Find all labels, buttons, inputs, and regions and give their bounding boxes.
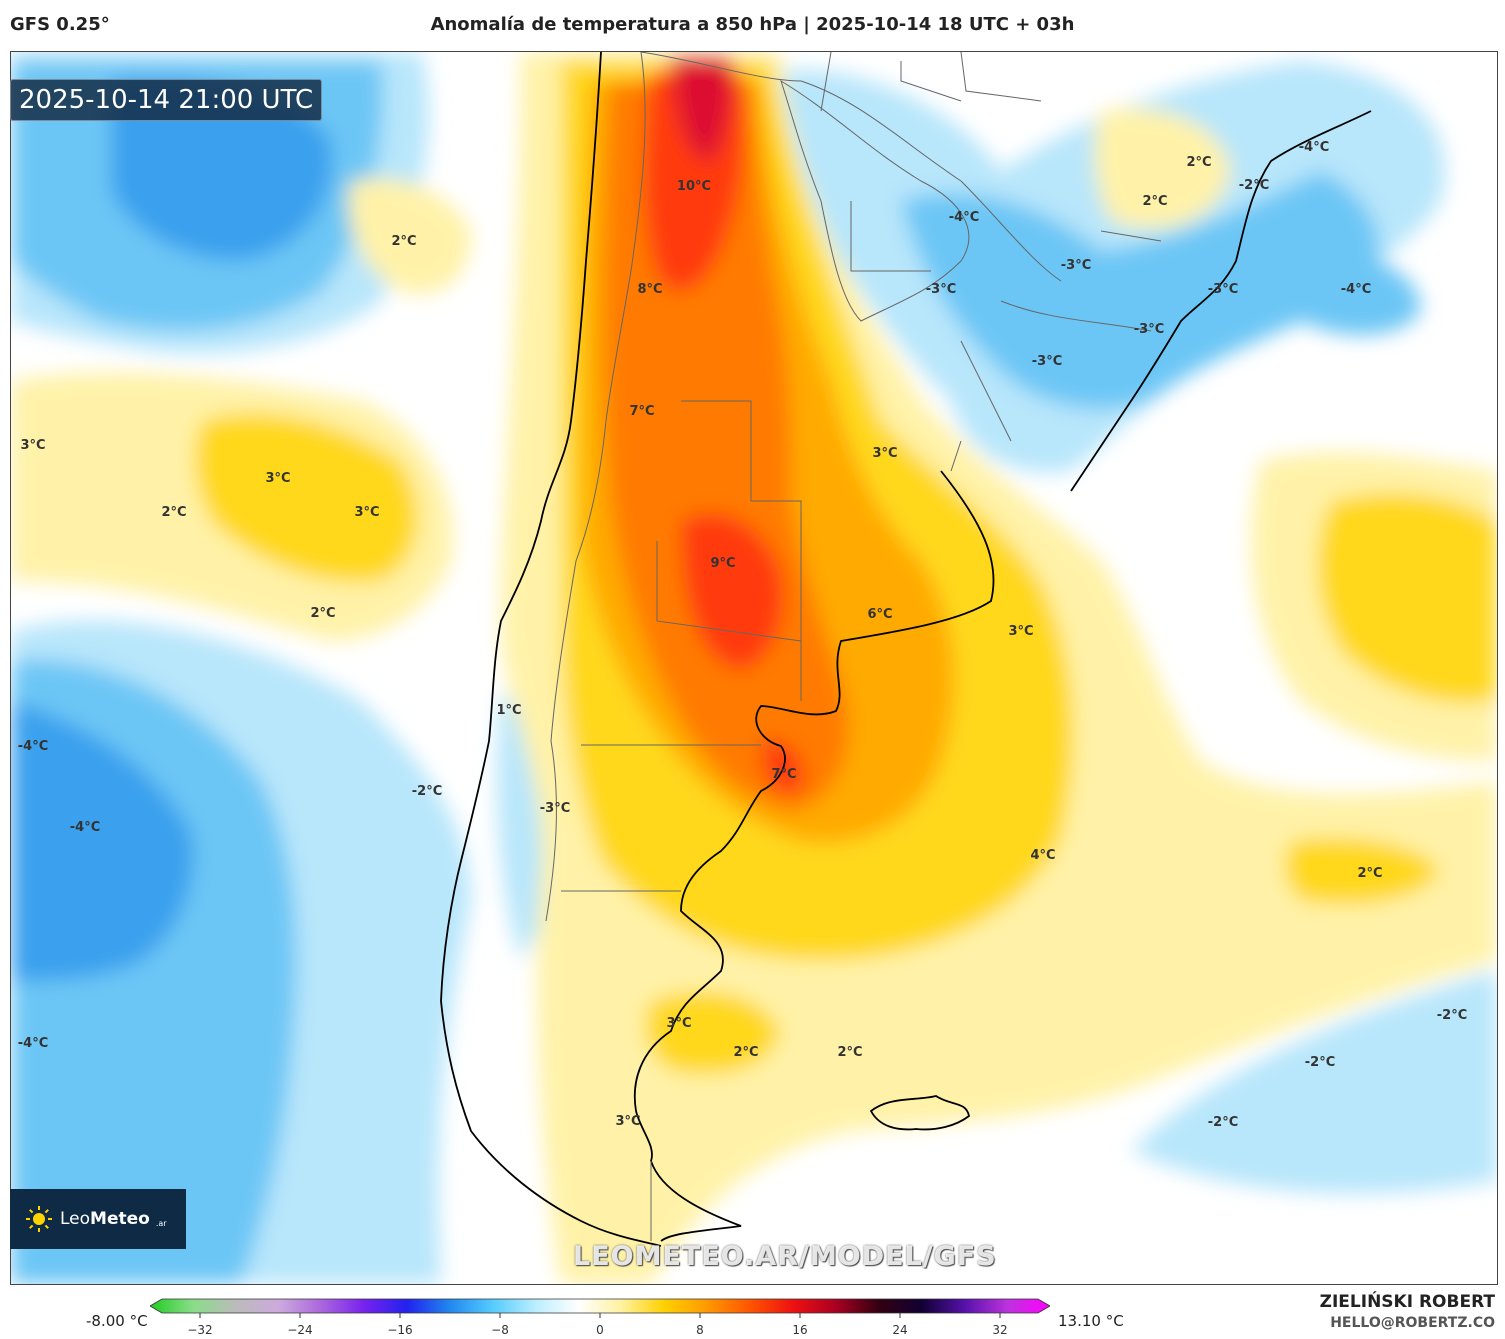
temperature-anomaly-map[interactable]: 2°C 10°C 8°C 7°C 3°C 3°C 2°C 3°C 9°C 6°C 2°C 3°C 1°C… — [10, 51, 1498, 1285]
isotherm-label: 2°C — [1186, 155, 1211, 170]
isotherm-label: -4°C — [1299, 140, 1329, 155]
isotherm-label: 2°C — [161, 505, 186, 520]
isotherm-label: 4°C — [1030, 848, 1055, 863]
isotherm-label: -4°C — [1341, 282, 1371, 297]
isotherm-label: 9°C — [710, 556, 735, 571]
colorbar-ticks: −32 −24 −16 −8 0 8 16 24 32 — [187, 1313, 1008, 1337]
warm-atlantic-east-yellow — [1317, 492, 1497, 704]
cold-brazil-mid — [901, 171, 1380, 410]
political-boundaries — [545, 52, 1162, 1241]
map-canvas: 2°C 10°C 8°C 7°C 3°C 3°C 2°C 3°C 9°C 6°C 2°C 3°C 1°C… — [11, 52, 1497, 1284]
isotherm-label: 7°C — [771, 767, 796, 782]
site-watermark: LEOMETEO.AR/MODEL/GFS — [573, 1241, 997, 1272]
province-lines — [561, 201, 962, 1241]
chile-pacific-coast — [440, 52, 662, 1247]
isotherm-label: -3°C — [926, 282, 956, 297]
leometeo-logo[interactable]: LeoMeteo .ar — [10, 1189, 186, 1249]
isotherm-label: -2°C — [1208, 1115, 1238, 1130]
colorbar-tick-label: 8 — [696, 1323, 704, 1337]
colorbar-tick-label: −32 — [187, 1323, 212, 1337]
isotherm-label: -2°C — [412, 784, 442, 799]
isotherm-label: -3°C — [1032, 354, 1062, 369]
isotherm-label: 3°C — [666, 1016, 691, 1031]
timestamp-badge: 2025-10-14 21:00 UTC — [10, 79, 323, 121]
isotherm-label: 2°C — [310, 606, 335, 621]
warm-pacific-north-light — [348, 178, 471, 294]
argentina-atlantic-coast — [633, 470, 995, 1242]
isotherm-label: 2°C — [1357, 866, 1382, 881]
map-title: Anomalía de temperatura a 850 hPa | 2025… — [430, 14, 1075, 35]
argentina-chile-border — [545, 52, 646, 922]
isotherm-label: 3°C — [1008, 624, 1033, 639]
isotherm-label: 2°C — [837, 1045, 862, 1060]
colorbar-max-label: 13.10 °C — [1058, 1312, 1124, 1330]
isotherm-label: 3°C — [20, 438, 45, 453]
isotherm-label: 2°C — [391, 234, 416, 249]
isotherm-label: -4°C — [70, 820, 100, 835]
colorbar-tick-label: −24 — [287, 1323, 312, 1337]
colorbar: −32 −24 −16 −8 0 8 16 24 32 — [150, 1298, 1050, 1337]
colorbar-tick-label: −16 — [387, 1323, 412, 1337]
cold-andes-south-light — [497, 691, 581, 961]
sun-icon — [26, 1206, 52, 1232]
map-labels: 2°C 10°C 8°C 7°C 3°C 3°C 2°C 3°C 9°C 6°C 2°C 3°C 1°C… — [18, 140, 1467, 1130]
isotherm-label: 8°C — [637, 282, 662, 297]
isotherm-label: -4°C — [18, 1036, 48, 1051]
isotherm-label: -4°C — [18, 739, 48, 754]
isotherm-label: -3°C — [540, 801, 570, 816]
warm-patagonia-yellow — [645, 991, 781, 1075]
colorbar-min-label: -8.00 °C — [86, 1312, 148, 1330]
colorbar-gradient — [150, 1298, 1050, 1314]
warm-south-atlantic-yellow — [1284, 837, 1441, 905]
paraguay-outline — [780, 79, 970, 322]
model-label: GFS 0.25° — [10, 14, 110, 35]
isotherm-label: -3°C — [1061, 258, 1091, 273]
colorbar-tick-label: 24 — [892, 1323, 907, 1337]
isotherm-label: -4°C — [949, 210, 979, 225]
brazil-state-lines — [820, 52, 1162, 442]
colorbar-tick-label: 16 — [792, 1323, 807, 1337]
isotherm-label: -3°C — [1134, 322, 1164, 337]
isotherm-label: -2°C — [1239, 178, 1269, 193]
falkland-islands — [869, 1095, 970, 1131]
colorbar-tick-label: 0 — [596, 1323, 604, 1337]
isotherm-label: -2°C — [1437, 1008, 1467, 1023]
warm-coast-red — [761, 740, 804, 794]
isotherm-label: 10°C — [677, 179, 711, 194]
brazil-uruguay-coast — [1070, 110, 1372, 492]
warm-core-red-deep — [671, 56, 733, 161]
isotherm-label: 2°C — [733, 1045, 758, 1060]
author-name: ZIELIŃSKI ROBERT — [1319, 1292, 1495, 1312]
coastlines — [440, 52, 1372, 1247]
warm-center-red — [681, 513, 784, 671]
colorbar-tick-label: −8 — [491, 1323, 509, 1337]
isotherm-label: 3°C — [354, 505, 379, 520]
isotherm-label: 3°C — [615, 1114, 640, 1129]
warm-brazil-north-light — [1094, 108, 1231, 229]
logo-tld: .ar — [155, 1218, 167, 1228]
anomaly-field — [11, 52, 1497, 1284]
isotherm-label: 3°C — [265, 471, 290, 486]
cold-pacific-south-deep — [11, 701, 194, 981]
cold-atlantic-mid — [1301, 254, 1421, 335]
logo-text: LeoMeteo — [60, 1209, 150, 1229]
isotherm-label: -2°C — [1305, 1055, 1335, 1070]
isotherm-label: 7°C — [629, 404, 654, 419]
isotherm-label: 2°C — [1142, 194, 1167, 209]
argentina-bolivia-border — [640, 52, 962, 182]
author-email[interactable]: HELLO@ROBERTZ.CO — [1330, 1315, 1495, 1331]
cold-pacific-north-deep — [111, 78, 333, 261]
warm-pacific-yellow — [194, 413, 419, 583]
colorbar-tick-label: 32 — [992, 1323, 1007, 1337]
isotherm-label: 3°C — [872, 446, 897, 461]
isotherm-label: 1°C — [496, 703, 521, 718]
isotherm-label: 6°C — [867, 607, 892, 622]
cold-south-atlantic-light — [1131, 971, 1497, 1194]
isotherm-label: -3°C — [1208, 282, 1238, 297]
